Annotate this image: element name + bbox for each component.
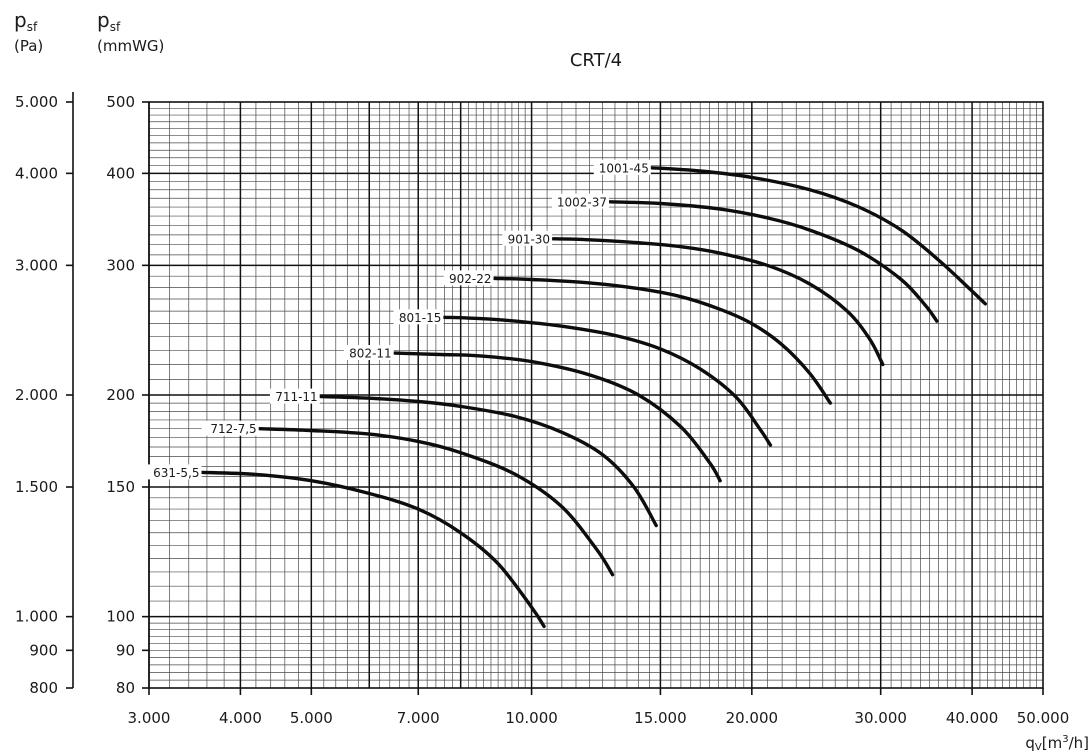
- curve-631-5,5: [200, 470, 546, 629]
- y-axis-unit-pa: (Pa): [14, 37, 43, 55]
- curve-label: 802-11: [349, 347, 392, 361]
- y-tick-label-mmwg: 150: [106, 478, 135, 496]
- curve-1002-37: [608, 200, 939, 323]
- curve-1001-45: [650, 166, 987, 306]
- y-tick-label-mmwg: 500: [106, 93, 135, 111]
- y-tick-label-mmwg: 100: [106, 608, 135, 626]
- curve-label-background: [269, 388, 320, 404]
- curve-label: 902-22: [449, 272, 492, 286]
- curve-label: 711-11: [275, 390, 318, 404]
- curve-label: 1002-37: [557, 195, 607, 209]
- y-tick-label-mmwg: 80: [116, 679, 135, 697]
- x-tick-label: 30.000: [854, 709, 907, 727]
- curve-label-background: [393, 309, 444, 325]
- x-tick-label: 40.000: [946, 709, 999, 727]
- curve-label: 801-15: [399, 311, 442, 325]
- y-tick-label-mmwg: 90: [116, 641, 135, 659]
- x-tick-label: 7.000: [397, 709, 440, 727]
- y-tick-labels-pa: 800 900 1.000 1.500 2.000 3.000 4.000 5.000: [15, 93, 58, 697]
- y-tick-label-mmwg: 400: [106, 164, 135, 182]
- x-tick-label: 10.000: [505, 709, 558, 727]
- curve-label: 631-5,5: [153, 466, 199, 480]
- x-tick-label: 5.000: [290, 709, 333, 727]
- y-tick-label-pa: 800: [29, 679, 58, 697]
- y-tick-label-pa: 2.000: [15, 386, 58, 404]
- curve-802-11: [393, 351, 722, 483]
- curve-labels: 631-5,5 712-7,5 711-11 802-11 801-15 902-22 90…: [144, 159, 651, 480]
- curve-label-background: [443, 270, 494, 286]
- y-axis-label-mmwg: psf: [97, 8, 121, 34]
- y-axis-unit-mmwg: (mmWG): [97, 37, 164, 55]
- curve-label-background: [201, 420, 259, 436]
- x-tick-label: 4.000: [219, 709, 262, 727]
- y-tick-label-pa: 3.000: [15, 256, 58, 274]
- y-tick-label-pa: 1.500: [15, 478, 58, 496]
- curve-label: 1001-45: [599, 161, 649, 175]
- curve-801-15: [442, 315, 773, 447]
- curve-label-background: [593, 159, 651, 175]
- curve-label-background: [502, 230, 553, 246]
- y-tick-label-pa: 5.000: [15, 93, 58, 111]
- y-axis-label-pa: psf: [14, 8, 38, 34]
- chart-title: CRT/4: [570, 50, 622, 71]
- y-tick-label-mmwg: 300: [106, 256, 135, 274]
- curve-label: 901-30: [508, 232, 551, 246]
- curve-label-background: [144, 464, 202, 480]
- x-tick-label: 50.000: [1017, 709, 1070, 727]
- curve-902-22: [492, 276, 832, 405]
- y-tick-label-mmwg: 200: [106, 386, 135, 404]
- x-tick-label: 15.000: [634, 709, 687, 727]
- y-tick-label-pa: 1.000: [15, 608, 58, 626]
- y-tick-label-pa: 900: [29, 641, 58, 659]
- fan-curves: [200, 166, 987, 629]
- curve-label: 712-7,5: [210, 422, 256, 436]
- y-tick-label-pa: 4.000: [15, 164, 58, 182]
- x-tick-label: 20.000: [726, 709, 779, 727]
- x-axis-label: qV[m3/h]: [1025, 734, 1089, 753]
- y-tick-labels-mmwg: 80 90 100 150 200 300 400 500: [106, 93, 135, 697]
- x-tick-label: 3.000: [128, 709, 171, 727]
- axis-ticks: [66, 92, 1044, 695]
- curve-712-7,5: [258, 427, 615, 577]
- x-tick-labels: 3.000 4.000 5.000 7.000 10.000 15.000 20.000 30…: [128, 709, 1070, 727]
- curve-label-background: [343, 345, 394, 361]
- curve-901-30: [551, 237, 885, 367]
- curve-label-background: [551, 193, 610, 209]
- curve-711-11: [319, 394, 658, 528]
